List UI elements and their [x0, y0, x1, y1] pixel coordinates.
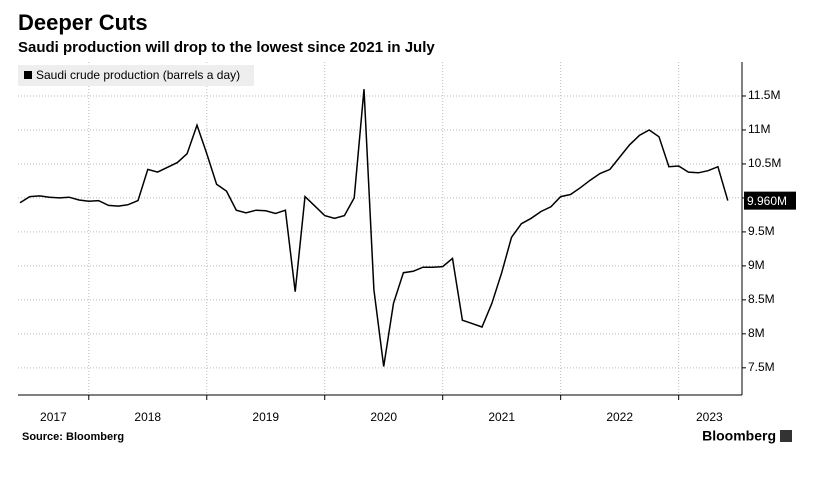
source: Source: Bloomberg — [22, 431, 124, 443]
y-tick-label: 11M — [748, 122, 770, 136]
y-tick-label: 9.5M — [748, 224, 775, 238]
value-label: 9.960M — [747, 194, 787, 208]
brand-icon — [780, 430, 792, 442]
y-tick-label: 8M — [748, 326, 765, 340]
y-tick-label: 10.5M — [748, 156, 781, 170]
x-tick-label: 2020 — [370, 410, 397, 424]
x-tick-label: 2023 — [696, 410, 723, 424]
x-tick-label: 2021 — [488, 410, 515, 424]
y-tick-label: 7.5M — [748, 360, 775, 374]
x-tick-label: 2018 — [134, 410, 161, 424]
legend-swatch — [24, 71, 32, 79]
chart-subtitle: Saudi production will drop to the lowest… — [18, 39, 435, 56]
x-tick-label: 2017 — [40, 410, 67, 424]
value-label-box — [744, 191, 796, 210]
y-tick-label: 9M — [748, 258, 765, 272]
chart-title: Deeper Cuts — [18, 10, 148, 35]
y-tick-label: 8.5M — [748, 292, 775, 306]
series-line — [19, 89, 729, 367]
x-tick-label: 2022 — [606, 410, 633, 424]
y-tick-label: 11.5M — [748, 88, 780, 102]
legend-box — [18, 65, 254, 86]
x-tick-label: 2019 — [252, 410, 279, 424]
brand: Bloomberg — [702, 428, 776, 444]
legend-label: Saudi crude production (barrels a day) — [36, 68, 240, 82]
